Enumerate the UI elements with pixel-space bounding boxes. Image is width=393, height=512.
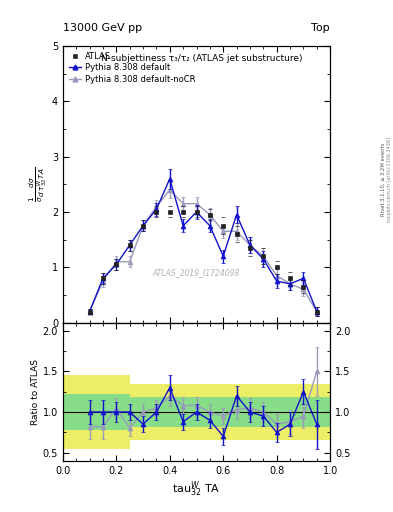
Text: N-subjettiness τ₃/τ₂ (ATLAS jet substructure): N-subjettiness τ₃/τ₂ (ATLAS jet substruc…: [101, 54, 303, 63]
Legend: ATLAS, Pythia 8.308 default, Pythia 8.308 default-noCR: ATLAS, Pythia 8.308 default, Pythia 8.30…: [67, 50, 197, 86]
Text: 13000 GeV pp: 13000 GeV pp: [63, 23, 142, 33]
Y-axis label: $\frac{1}{\sigma}\frac{d\sigma}{d\,\tau_{32}^W\,TA}$: $\frac{1}{\sigma}\frac{d\sigma}{d\,\tau_…: [27, 166, 49, 202]
Text: Top: Top: [312, 23, 330, 33]
X-axis label: tau$^W_{32}$ TA: tau$^W_{32}$ TA: [172, 480, 221, 499]
Text: Rivet 3.1.10, ≥ 3.2M events: Rivet 3.1.10, ≥ 3.2M events: [381, 142, 386, 216]
Text: mcplots.cern.ch [arXiv:1306.3436]: mcplots.cern.ch [arXiv:1306.3436]: [387, 137, 391, 222]
Y-axis label: Ratio to ATLAS: Ratio to ATLAS: [31, 359, 40, 424]
Text: ATLAS_2019_I1724098: ATLAS_2019_I1724098: [153, 268, 240, 278]
